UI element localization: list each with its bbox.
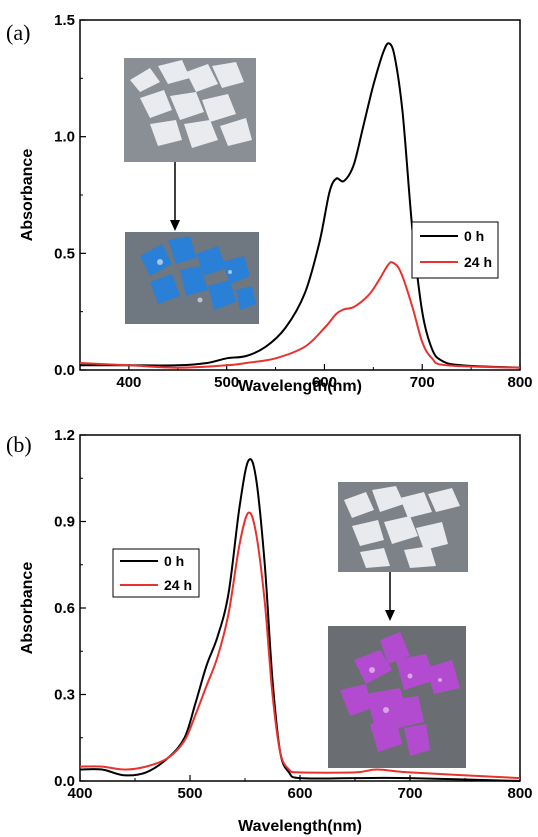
crystal-shapes-b-top <box>344 486 460 568</box>
y-axis-title-a: Absorbance <box>19 149 36 242</box>
panel-label-a: (a) <box>6 20 30 45</box>
x-tick-label-b-3: 700 <box>397 785 422 802</box>
crystal-shapes-a-top <box>130 60 252 148</box>
x-axis-title-b: Wavelength(nm) <box>238 818 362 835</box>
legend-b: 0 h 24 h <box>112 548 200 598</box>
y-tick-label-b-1: 0.3 <box>54 687 75 704</box>
x-tick-label-a-1: 500 <box>214 374 239 391</box>
series-b <box>79 458 521 782</box>
x-axis-title-a: Wavelength(nm) <box>238 378 362 395</box>
series-line-a-0 <box>80 42 521 369</box>
legend-label-b-0: 0 h <box>164 553 184 569</box>
x-tick-label-a-0: 400 <box>116 374 141 391</box>
x-tick-label-b-4: 800 <box>507 785 532 802</box>
y-tick-label-b-4: 1.2 <box>54 427 75 444</box>
legend-label-b-1: 24 h <box>164 577 192 593</box>
inset-photo-blue-crystals-a <box>125 232 259 324</box>
legend-a: 0 h 24 h <box>411 221 499 279</box>
x-tick-label-a-4: 800 <box>507 374 532 391</box>
x-tick-label-a-2: 600 <box>312 374 337 391</box>
y-tick-label-b-0: 0.0 <box>54 773 75 790</box>
ticks-b: 400 500 600 700 800 0.0 0.3 0.6 0.9 1.2 <box>54 427 532 802</box>
chart-panel-b: (b) 400 500 600 700 800 0.0 0.3 0.6 0.9 1.2 Wavel… <box>6 427 533 835</box>
y-tick-label-b-2: 0.6 <box>54 600 75 617</box>
series-a <box>79 42 521 369</box>
series-line-a-1 <box>79 261 521 369</box>
x-tick-label-b-2: 600 <box>287 785 312 802</box>
chart-panel-a: (a) 400 500 600 700 800 0.0 0.5 1.0 1.5 Waveleng… <box>6 12 533 395</box>
arrow-head-b <box>385 610 395 621</box>
y-tick-label-a-0: 0.0 <box>54 362 75 379</box>
legend-label-a-0: 0 h <box>464 228 484 244</box>
series-line-b-0 <box>79 458 521 782</box>
crystal-shapes-a-bottom <box>140 236 256 310</box>
y-tick-label-a-1: 0.5 <box>54 245 75 262</box>
legend-box-b <box>112 548 200 598</box>
crystal-shapes-b-bottom <box>340 632 460 756</box>
x-tick-label-a-3: 700 <box>410 374 435 391</box>
legend-box-a <box>411 221 499 279</box>
panel-label-b: (b) <box>6 432 32 457</box>
series-line-b-1 <box>79 511 521 780</box>
y-axis-title-b: Absorbance <box>19 562 36 655</box>
arrow-head-a <box>170 220 180 231</box>
y-tick-label-a-3: 1.5 <box>54 12 75 29</box>
inset-photo-white-crystals-b <box>338 482 468 572</box>
x-tick-label-b-0: 400 <box>67 785 92 802</box>
ticks-a: 400 500 600 700 800 0.0 0.5 1.0 1.5 <box>54 12 532 391</box>
inset-photo-white-crystals-a <box>124 58 256 162</box>
crystal-highlights-a-bottom <box>157 259 232 303</box>
crystal-highlights-b-bottom <box>369 667 442 713</box>
y-tick-label-b-3: 0.9 <box>54 514 75 531</box>
y-tick-label-a-2: 1.0 <box>54 129 75 146</box>
inset-photo-purple-crystals-b <box>328 626 466 768</box>
legend-label-a-1: 24 h <box>464 254 492 270</box>
x-tick-label-b-1: 500 <box>177 785 202 802</box>
